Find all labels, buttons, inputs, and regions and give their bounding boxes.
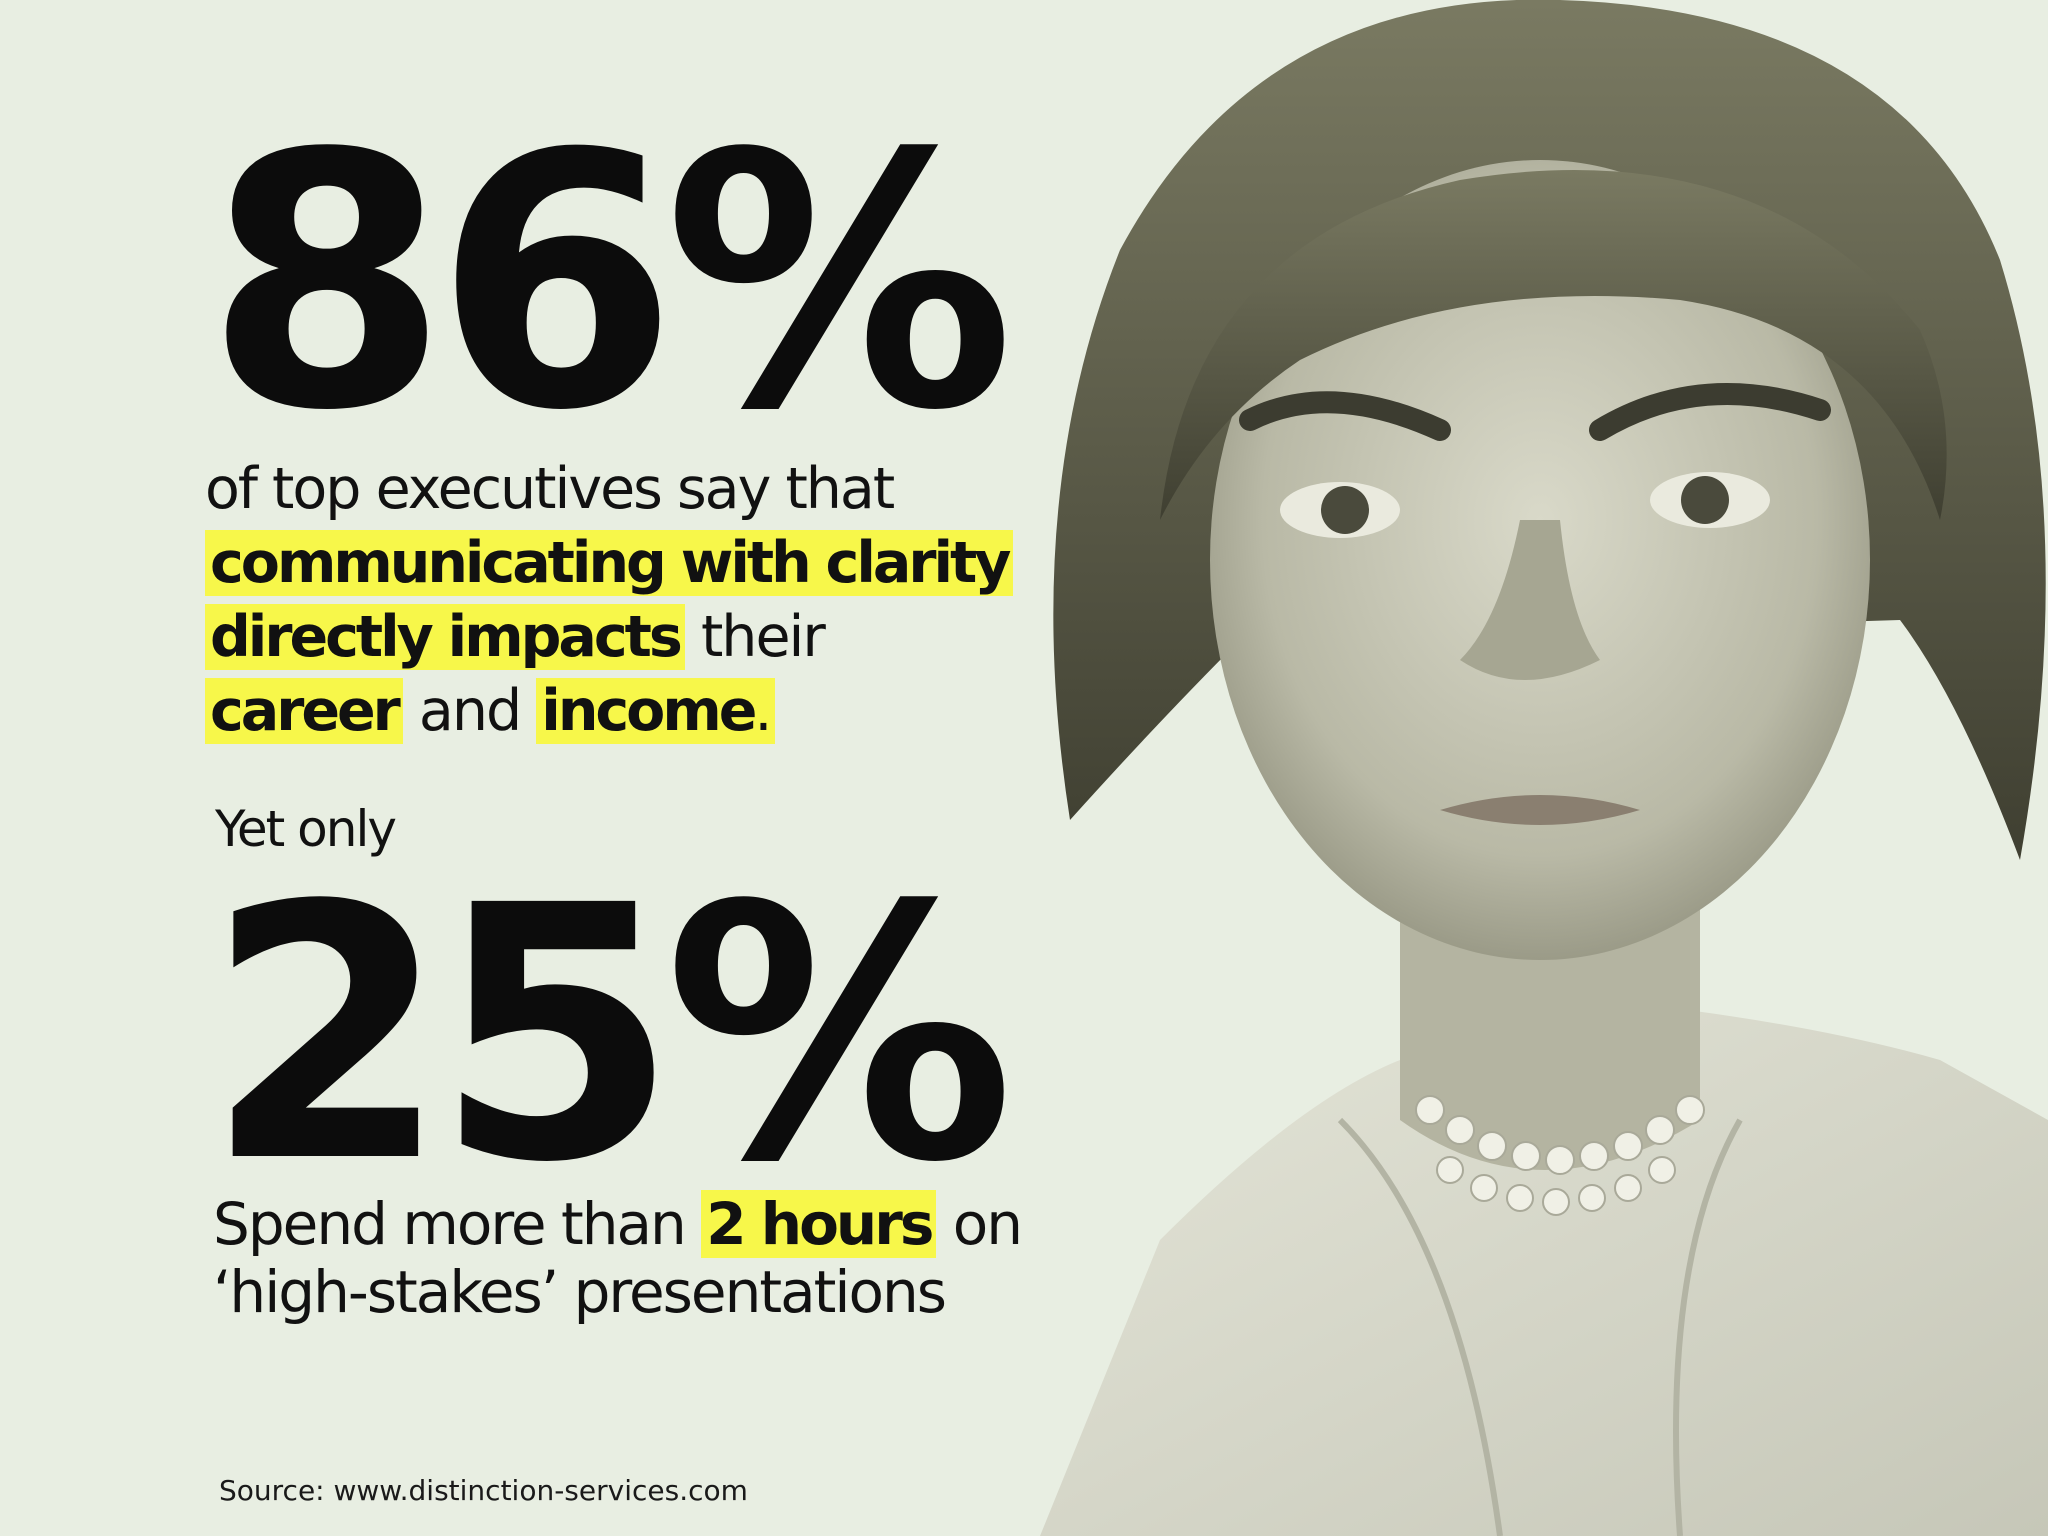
stat2-line2: ‘high-stakes’ presentations	[213, 1258, 947, 1326]
stat1-period: .	[754, 678, 772, 744]
stat1-their: their	[684, 604, 826, 670]
transition-text: Yet only	[215, 800, 397, 858]
stat2-pre: Spend more than	[213, 1190, 702, 1258]
source-credit: Source: www.distinction-services.com	[219, 1474, 748, 1507]
stat1-and: and	[402, 678, 537, 744]
highlight-directly-impacts: directly impacts	[205, 604, 685, 670]
highlight-2-hours: 2 hours	[701, 1190, 937, 1258]
highlight-communicating: communicating with clarity	[205, 530, 1014, 596]
stat1-statement: of top executives say that communicating…	[205, 452, 1065, 748]
stat-86-percent: 86%	[205, 79, 1015, 487]
stat1-line1: of top executives say that	[205, 456, 895, 522]
highlight-income: income.	[536, 678, 775, 744]
portrait-photo	[1040, 0, 2048, 1536]
highlight-career: career	[205, 678, 403, 744]
stat2-statement: Spend more than 2 hours on ‘high-stakes’…	[213, 1190, 1073, 1326]
stat-25-percent: 25%	[205, 831, 1015, 1239]
stat1-income: income	[541, 678, 757, 744]
stat2-post: on	[936, 1190, 1023, 1258]
